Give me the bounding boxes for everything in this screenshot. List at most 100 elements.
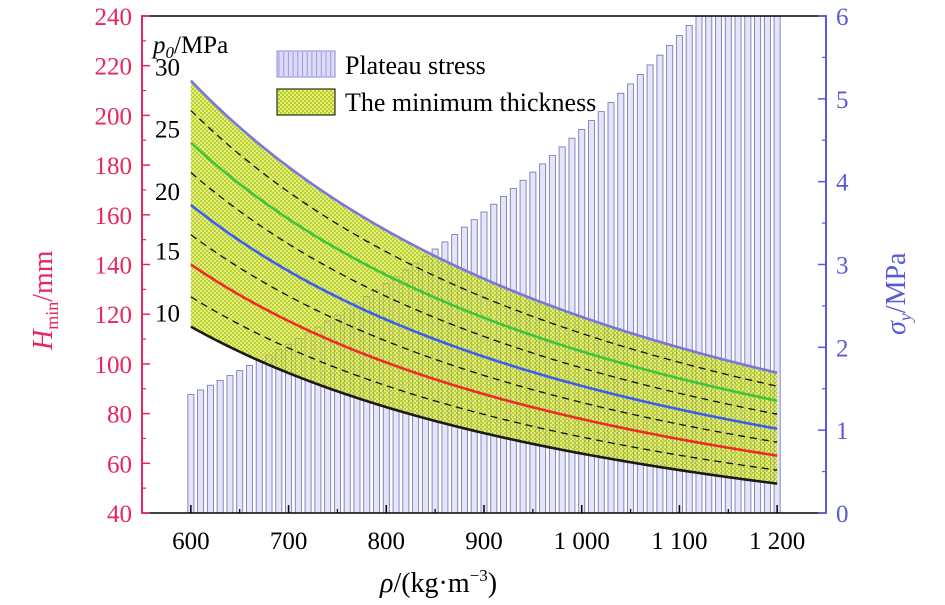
plateau-bar-52: [695, 16, 703, 513]
plateau-bar-overlay-4: [226, 375, 234, 513]
plateau-bar-6: [246, 365, 253, 513]
plateau-bar-overlay-33: [509, 188, 517, 513]
x-tick-label-1: 700: [270, 528, 308, 555]
x-tick-label-3: 900: [465, 528, 503, 555]
dashed-curve-3: [190, 109, 778, 387]
plateau-bar-1: [197, 389, 205, 513]
plateau-bar-48: [656, 54, 664, 513]
p0-group-label: p0/MPa: [151, 32, 228, 62]
plateau-bar-4: [226, 375, 234, 513]
plateau-bar-56: [734, 16, 742, 513]
x-tick-label-5: 1 100: [651, 528, 707, 555]
x-tick-label-2: 800: [368, 528, 406, 555]
plateau-bar-overlay-60: [773, 16, 781, 513]
y-left-tick-label-1: 60: [107, 451, 132, 478]
y-left-axis-title: Hmin/mm: [28, 250, 62, 351]
plateau-bar-overlay-29: [470, 219, 478, 513]
plateau-bar-45: [627, 83, 635, 513]
plateau-bar-overlay-51: [685, 25, 693, 513]
plateau-bar-43: [607, 102, 615, 513]
x-tick-label-4: 1 000: [554, 528, 610, 555]
plateau-bar-49: [666, 44, 674, 513]
plateau-bar-overlay-17: [353, 302, 361, 513]
y-left-tick-label-5: 140: [95, 253, 133, 280]
plateau-bar-overlay-47: [646, 64, 654, 513]
plateau-bar-51: [685, 24, 693, 513]
min-thickness-band: [190, 80, 778, 484]
legend-swatch-plateau-stress: [276, 50, 336, 78]
y-right-tick-label-2: 2: [836, 335, 849, 362]
plateau-bar-9: [275, 349, 283, 513]
plateau-bar-5: [236, 370, 244, 513]
y-right-tick-label-4: 4: [836, 170, 849, 197]
plateau-bar-59: [763, 16, 771, 513]
y-left-tick-label-2: 80: [107, 402, 132, 429]
plateau-bar-53: [705, 16, 713, 513]
y-right-tick-label-0: 0: [836, 501, 849, 528]
y-left-tick-label-0: 40: [107, 501, 132, 528]
y-right-tick-label-1: 1: [836, 418, 849, 445]
plateau-bar-overlay-58: [754, 16, 762, 513]
solid-curve-p0-10: [190, 325, 778, 485]
plateau-bar-overlay-19: [373, 289, 380, 513]
plateau-bar-overlay-8: [265, 354, 273, 513]
plateau-bar-overlay-46: [636, 74, 644, 513]
curve-label-p0-30: 30: [155, 55, 180, 82]
plateau-bar-58: [754, 16, 762, 513]
plateau-stress-bars-overlay: [187, 16, 781, 513]
plateau-bar-overlay-32: [500, 195, 507, 513]
curve-label-p0-15: 15: [155, 239, 180, 266]
y-left-tick-label-7: 180: [95, 153, 133, 180]
plateau-bar-overlay-50: [676, 35, 683, 513]
plateau-bar-47: [646, 64, 654, 513]
y-right-tick-label-3: 3: [836, 253, 849, 280]
curve-label-p0-10: 10: [155, 301, 180, 328]
x-axis-title: ρ/(kg·m−3): [379, 566, 497, 599]
plateau-bar-overlay-59: [763, 16, 771, 513]
plateau-bar-overlay-20: [382, 283, 390, 513]
plateau-bar-overlay-16: [343, 308, 351, 513]
y-right-axis-title: σy/MPa: [881, 252, 915, 335]
plateau-bar-overlay-45: [627, 83, 634, 513]
y-right-tick-label-6: 6: [836, 4, 849, 31]
y-left-axis: 40 60 80 100 120 140 160 180 200 220 240: [95, 4, 150, 528]
min-thickness-curves: [189, 79, 778, 485]
plateau-bar-overlay-27: [451, 234, 459, 513]
solid-curve-p0-30: [189, 79, 778, 375]
dashed-curve-1: [190, 234, 778, 443]
plateau-bar-overlay-43: [607, 102, 615, 513]
solid-curve-p0-20: [190, 203, 778, 431]
legend: Plateau stress The minimum thickness: [276, 50, 596, 117]
plateau-bar-overlay-23: [412, 262, 420, 513]
x-axis: 600 700 800 900 1 000 1 100 1 200: [172, 505, 805, 555]
plateau-bar-overlay-21: [392, 276, 400, 513]
p0-curve-labels: 10 15 20 25 30: [155, 55, 180, 328]
legend-label-plateau-stress: Plateau stress: [345, 51, 486, 80]
plateau-bar-overlay-57: [744, 16, 752, 513]
plateau-bar-overlay-48: [656, 54, 664, 513]
solid-curve-p0-15: [190, 263, 778, 457]
y-right-axis: 0 1 2 3 4 5 6: [818, 4, 849, 528]
curve-label-p0-20: 20: [155, 179, 180, 206]
plateau-bar-overlay-10: [285, 343, 293, 513]
legend-swatch-min-thickness: [276, 88, 336, 116]
legend-label-min-thickness: The minimum thickness: [345, 88, 596, 117]
plateau-bar-7: [255, 359, 263, 513]
plateau-bar-overlay-12: [304, 332, 312, 513]
plateau-bar-overlay-18: [363, 296, 371, 513]
solid-curve-p0-25: [189, 141, 778, 403]
y-left-tick-label-6: 160: [95, 203, 133, 230]
plateau-bar-overlay-14: [324, 320, 332, 513]
x-tick-label-6: 1 200: [749, 528, 805, 555]
plateau-bar-overlay-52: [695, 16, 703, 513]
plateau-bar-overlay-44: [617, 92, 625, 513]
plateau-bar-46: [636, 74, 644, 513]
plateau-bar-44: [617, 92, 625, 513]
plateau-bar-8: [265, 354, 273, 513]
plateau-bar-57: [744, 16, 752, 513]
plateau-bar-overlay-3: [216, 380, 224, 513]
y-left-tick-label-8: 200: [95, 103, 133, 130]
plateau-bar-overlay-39: [568, 137, 576, 513]
curve-label-p0-25: 25: [155, 117, 180, 144]
